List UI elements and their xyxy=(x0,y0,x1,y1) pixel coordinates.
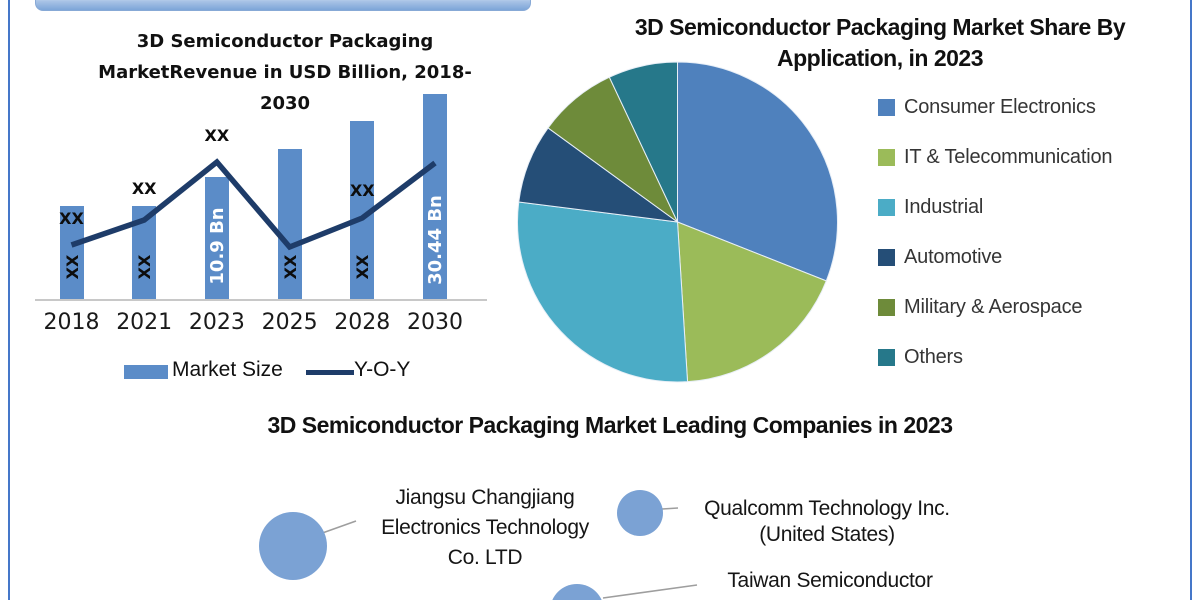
legend-item-military-aerospace: Military & Aerospace xyxy=(878,294,1112,320)
military-aerospace-swatch xyxy=(878,298,895,316)
market-size-legend-swatch xyxy=(124,365,168,379)
pie-chart xyxy=(517,61,838,383)
pie-slice-it-telecommunication xyxy=(676,221,827,383)
bar-top-label-2021: XX xyxy=(131,179,157,198)
pie-chart-title: 3D Semiconductor Packaging Market Share … xyxy=(610,12,1150,74)
x-tick-2018: 2018 xyxy=(43,310,100,335)
callout-line xyxy=(602,584,698,599)
pie-legend: Consumer Electronics IT & Telecommunicat… xyxy=(878,94,1112,394)
legend-item-automotive: Automotive xyxy=(878,244,1112,270)
bar-top-label-2028: XX xyxy=(349,181,375,200)
x-tick-2030: 2030 xyxy=(407,310,463,335)
it-telecommunication-label: IT & Telecommunication xyxy=(904,145,1113,168)
right-border-line xyxy=(1190,0,1192,600)
company-label-taiwan: Taiwan Semiconductor xyxy=(680,568,980,594)
x-axis-line xyxy=(35,299,487,301)
bar-top-label-2018: XX xyxy=(59,209,84,228)
jiangsu-line2: Electronics Technology xyxy=(381,516,589,539)
automotive-label: Automotive xyxy=(904,245,1003,268)
pie-slice-industrial xyxy=(517,201,689,383)
bar-2023 xyxy=(204,177,229,300)
pie-title-line2: Application, in 2023 xyxy=(777,45,984,71)
others-label: Others xyxy=(904,345,963,368)
yoy-legend-label: Y-O-Y xyxy=(354,358,411,381)
taiwan-line1: Taiwan Semiconductor xyxy=(727,569,933,592)
pie-slice-others xyxy=(608,61,678,223)
company-label-qualcomm: Qualcomm Technology Inc. (United States) xyxy=(677,496,977,548)
left-border-line xyxy=(8,0,10,600)
revenue-title-line1: 3D Semiconductor Packaging xyxy=(136,31,434,52)
market-size-legend-label: Market Size xyxy=(172,358,283,381)
qualcomm-line1: Qualcomm Technology Inc. xyxy=(704,497,950,520)
military-aerospace-label: Military & Aerospace xyxy=(904,295,1083,318)
pie-title-line1: 3D Semiconductor Packaging Market Share … xyxy=(634,14,1126,40)
jiangsu-line1: Jiangsu Changjiang xyxy=(395,486,575,509)
company-bubble xyxy=(259,512,327,580)
company-label-jiangsu: Jiangsu Changjiang Electronics Technolog… xyxy=(335,483,635,573)
revenue-title-line3: 2030 xyxy=(259,93,311,114)
top-banner-shape xyxy=(35,0,531,11)
x-tick-2021: 2021 xyxy=(116,310,173,335)
industrial-label: Industrial xyxy=(904,195,984,218)
legend-item-industrial: Industrial xyxy=(878,194,1112,220)
bar-2025 xyxy=(277,149,302,300)
bar-top-label-2023: XX xyxy=(204,126,230,145)
yoy-legend-line-swatch xyxy=(306,370,354,375)
automotive-swatch xyxy=(878,248,895,266)
bar-2030 xyxy=(423,94,447,300)
bar-2018 xyxy=(59,206,84,300)
x-tick-2023: 2023 xyxy=(188,310,245,335)
legend-item-others: Others xyxy=(878,344,1112,370)
revenue-title-line2: MarketRevenue in USD Billion, 2018- xyxy=(98,62,472,83)
it-telecommunication-swatch xyxy=(878,148,895,166)
company-bubble xyxy=(552,584,602,600)
others-swatch xyxy=(878,348,895,366)
industrial-swatch xyxy=(878,198,895,216)
legend-item-consumer-electronics: Consumer Electronics xyxy=(878,94,1112,120)
company-bubble xyxy=(617,490,663,536)
legend-item-it-telecommunication: IT & Telecommunication xyxy=(878,144,1112,170)
x-tick-2025: 2025 xyxy=(261,310,318,335)
pie-slice-consumer-electronics xyxy=(677,61,838,282)
x-tick-2028: 2028 xyxy=(334,310,391,335)
jiangsu-line3: Co. LTD xyxy=(447,546,523,569)
qualcomm-line2: (United States) xyxy=(759,523,895,546)
consumer-electronics-label: Consumer Electronics xyxy=(904,95,1096,118)
companies-section-title: 3D Semiconductor Packaging Market Leadin… xyxy=(267,412,953,438)
revenue-chart-title: 3D Semiconductor Packaging MarketRevenue… xyxy=(55,26,515,119)
consumer-electronics-swatch xyxy=(878,98,895,116)
yoy-line xyxy=(70,158,437,251)
